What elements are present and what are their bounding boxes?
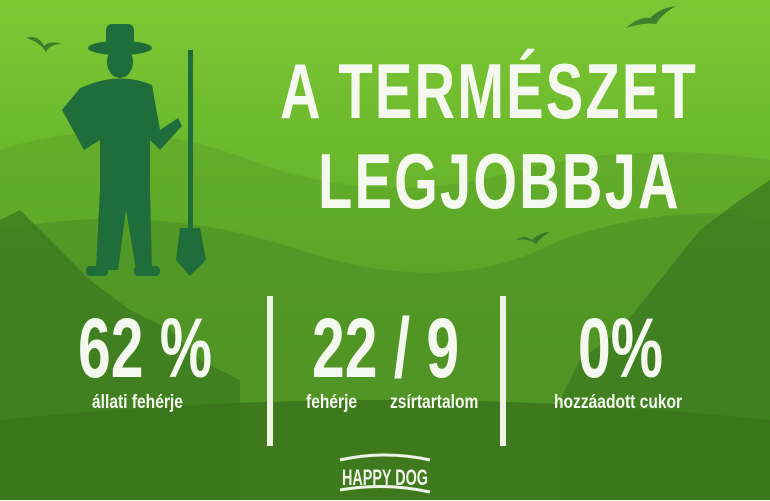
- divider: [267, 296, 273, 446]
- stat-label-animal-protein: állati fehérje: [92, 392, 183, 413]
- ground: [0, 400, 770, 500]
- happy-dog-logo: HAPPY DOG: [336, 452, 434, 496]
- svg-text:HAPPY DOG: HAPPY DOG: [342, 466, 428, 490]
- bird-icon: [26, 6, 676, 244]
- stat-label-added-sugar: hozzáadott cukor: [554, 392, 683, 413]
- stat-value-added-sugar: 0%: [578, 301, 663, 395]
- stat-label-protein: fehérje: [306, 392, 358, 413]
- headline-line-1: A TERMÉSZET: [280, 47, 698, 135]
- headline-line-2: LEGJOBBJA: [318, 137, 681, 225]
- stat-value-animal-protein: 62 %: [78, 301, 213, 395]
- stat-label-fat: zsírtartalom: [390, 392, 479, 413]
- stat-value-protein-fat: 22 / 9: [312, 301, 460, 395]
- divider: [500, 296, 506, 446]
- farmer-illustration: [62, 24, 206, 276]
